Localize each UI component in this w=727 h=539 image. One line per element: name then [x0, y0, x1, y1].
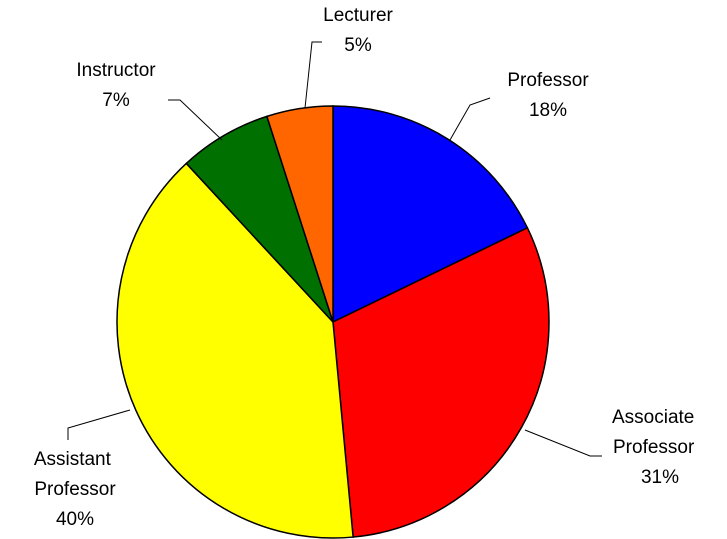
- leader-line: [168, 99, 223, 141]
- slice-label: Instructor: [76, 60, 156, 81]
- slice-label: Associate Professor: [612, 407, 700, 458]
- pie-slice: [116, 162, 354, 539]
- leader-line: [524, 429, 602, 457]
- percent-label: 5%: [344, 35, 372, 56]
- pie-slice: [265, 105, 334, 323]
- percent-label: 40%: [56, 509, 94, 530]
- percent-label: 31%: [641, 467, 679, 488]
- slice-label: Lecturer: [323, 5, 393, 26]
- percent-label: 7%: [102, 90, 130, 111]
- leader-line: [449, 97, 491, 141]
- leader-line: [304, 41, 322, 109]
- leader-line: [67, 409, 131, 440]
- pie-slice: [332, 226, 550, 538]
- slice-label: Professor: [507, 70, 589, 91]
- pie-slice: [332, 105, 529, 324]
- percent-label: 18%: [529, 100, 567, 121]
- slice-label: Assistant Professor: [34, 449, 117, 500]
